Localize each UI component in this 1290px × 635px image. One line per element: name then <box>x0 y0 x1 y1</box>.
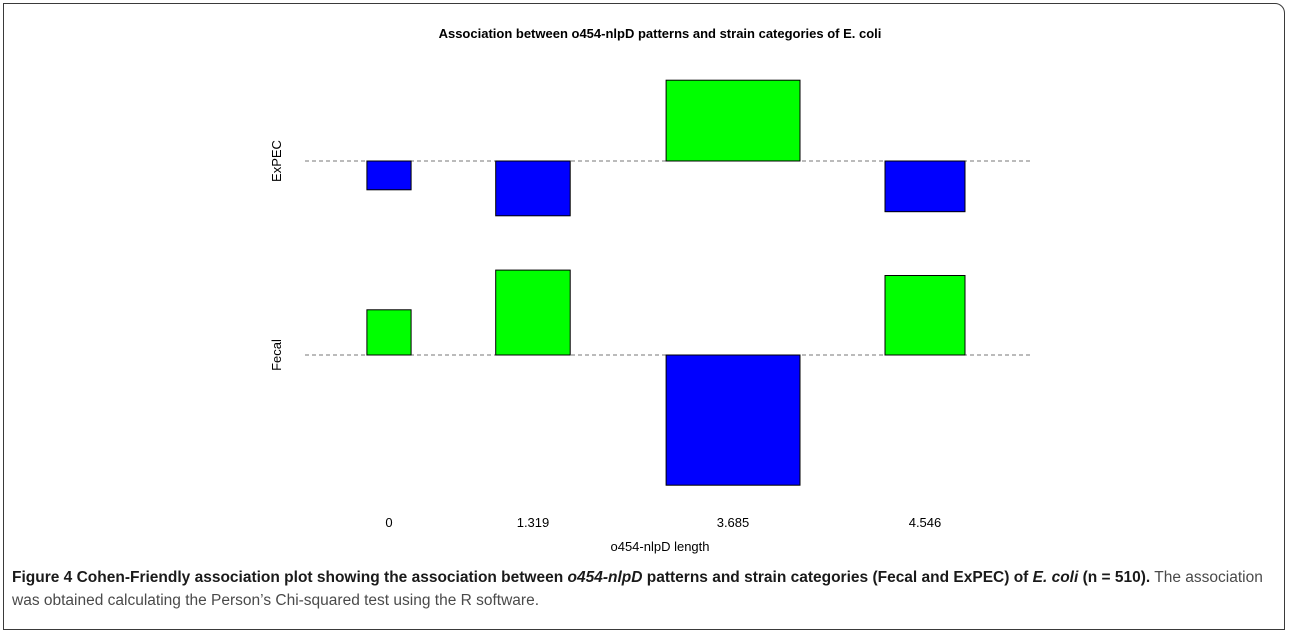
bar-expec-1.319 <box>495 160 571 217</box>
figure-frame <box>3 3 1285 630</box>
caption-rest: The association was obtained calculating… <box>12 569 1263 609</box>
row-label-fecal: Fecal <box>269 339 284 371</box>
row-labels: ExPEC Fecal <box>269 140 284 371</box>
figure-label: Figure 4 <box>12 569 73 586</box>
caption-part-2: patterns and strain categories (Fecal an… <box>642 569 1033 586</box>
bar-expec-3.685 <box>665 79 801 162</box>
figure-caption: Figure 4 Cohen-Friendly association plot… <box>12 566 1274 612</box>
bar-expec-4.546 <box>884 160 966 213</box>
x-axis-label: o454-nlpD length <box>610 539 709 554</box>
x-tick-label: 0 <box>385 515 392 530</box>
x-tick-labels: 0 1.319 3.685 4.546 <box>385 515 941 530</box>
chart-title: Association between o454-nlpD patterns a… <box>439 26 882 41</box>
bar-fecal-3.685 <box>665 354 801 486</box>
bar-fecal-4.546 <box>884 275 966 356</box>
caption-species: E. coli <box>1032 569 1079 586</box>
x-tick-label: 1.319 <box>517 515 550 530</box>
bar-expec-0 <box>366 160 412 191</box>
x-tick-label: 3.685 <box>717 515 750 530</box>
row-label-expec: ExPEC <box>269 140 284 182</box>
association-plot: Association between o454-nlpD patterns a… <box>269 26 1030 554</box>
bar-fecal-1.319 <box>495 269 571 356</box>
caption-part-3: (n = 510). <box>1078 569 1151 586</box>
bars-layer <box>305 79 1030 486</box>
caption-gene: o454-nlpD <box>567 569 643 586</box>
bar-fecal-0 <box>366 309 412 356</box>
x-tick-label: 4.546 <box>909 515 942 530</box>
caption-part-1: Cohen-Friendly association plot showing … <box>72 569 568 586</box>
